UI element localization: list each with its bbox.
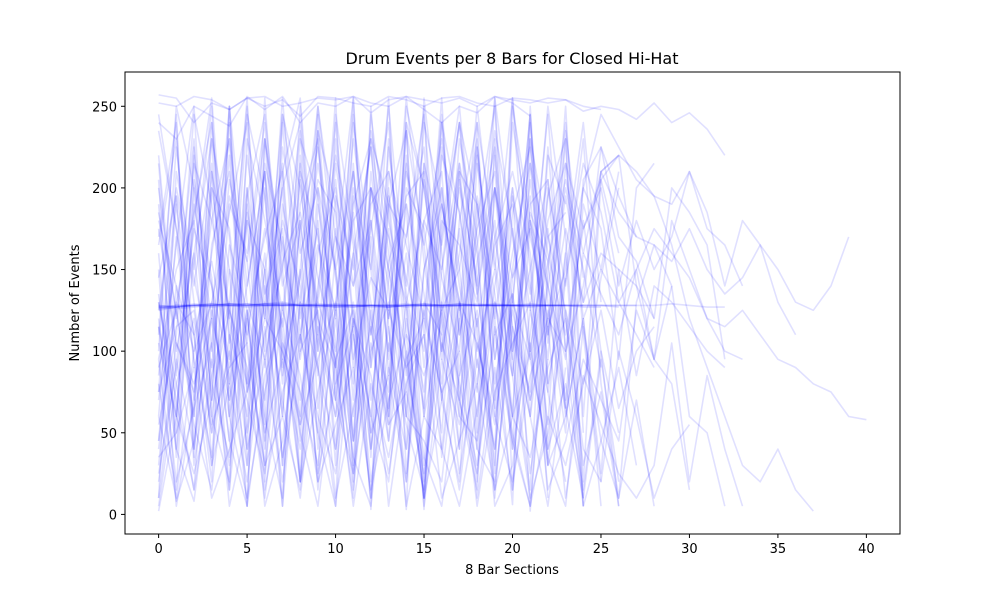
y-tick-label: 250 <box>92 100 117 115</box>
series-line-44 <box>157 130 814 512</box>
series-line-32 <box>157 121 726 475</box>
series-line-56 <box>157 301 655 508</box>
series-line-9 <box>158 95 726 156</box>
series-line-16 <box>157 97 726 507</box>
series-line-22 <box>157 97 602 499</box>
series-layer <box>157 94 867 512</box>
x-tick-label: 20 <box>504 542 521 557</box>
y-tick-label: 200 <box>92 182 117 197</box>
series-line-38 <box>157 105 673 483</box>
series-line-55 <box>157 301 638 508</box>
series-line-7 <box>158 302 584 308</box>
series-line-17 <box>157 97 726 499</box>
series-line-6 <box>158 302 619 308</box>
y-tick-label: 100 <box>92 345 117 360</box>
series-line-28 <box>157 113 797 475</box>
series-line-0 <box>158 302 601 308</box>
y-tick-label: 50 <box>100 427 117 442</box>
series-line-2 <box>158 301 566 310</box>
series-line-13 <box>157 97 602 512</box>
x-tick-label: 35 <box>770 542 787 557</box>
series-line-54 <box>157 301 691 508</box>
series-line-52 <box>157 301 602 507</box>
series-line-40 <box>157 113 744 410</box>
series-line-45 <box>157 285 549 507</box>
y-tick-label: 150 <box>92 264 117 279</box>
series-line-57 <box>157 301 620 508</box>
y-tick-label: 0 <box>109 508 117 523</box>
x-tick-label: 0 <box>154 542 162 557</box>
series-line-31 <box>157 97 567 467</box>
series-line-30 <box>157 130 655 467</box>
series-line-27 <box>157 97 602 491</box>
series-line-11 <box>157 97 549 512</box>
series-line-21 <box>157 97 567 491</box>
x-axis-label: 8 Bar Sections <box>465 563 559 578</box>
chart-title: Drum Events per 8 Bars for Closed Hi-Hat <box>346 49 679 68</box>
x-axis: 0 5 10 15 20 25 30 35 40 <box>154 534 875 557</box>
series-line-53 <box>157 301 691 499</box>
series-line-41 <box>157 105 567 450</box>
series-line-24 <box>157 105 620 499</box>
series-line-48 <box>157 301 655 508</box>
series-line-25 <box>157 105 620 483</box>
series-line-12 <box>157 97 585 508</box>
y-axis-label: Number of Events <box>68 244 83 361</box>
series-line-34 <box>157 146 620 474</box>
series-line-4 <box>158 302 725 310</box>
series-line-29 <box>157 97 655 483</box>
series-line-19 <box>157 105 585 499</box>
series-line-15 <box>157 97 549 511</box>
series-line-14 <box>157 97 585 508</box>
x-tick-label: 40 <box>858 542 875 557</box>
x-tick-label: 15 <box>416 542 433 557</box>
x-tick-label: 25 <box>593 542 610 557</box>
y-axis: 0 50 100 150 200 250 <box>92 100 125 523</box>
series-line-20 <box>157 105 549 499</box>
series-line-3 <box>158 302 548 308</box>
x-tick-label: 30 <box>681 542 698 557</box>
series-line-1 <box>158 302 637 310</box>
series-line-42 <box>157 121 867 442</box>
series-line-23 <box>157 97 567 508</box>
x-tick-label: 5 <box>243 542 251 557</box>
series-line-36 <box>157 113 620 426</box>
series-line-18 <box>157 105 743 499</box>
series-line-8 <box>158 94 602 124</box>
series-line-39 <box>157 113 585 459</box>
series-line-46 <box>157 301 567 508</box>
series-line-10 <box>158 95 531 140</box>
series-line-51 <box>157 301 744 508</box>
series-line-26 <box>157 105 585 450</box>
series-line-37 <box>157 113 638 442</box>
series-line-5 <box>158 302 531 312</box>
series-line-50 <box>157 301 620 508</box>
series-line-33 <box>157 113 655 483</box>
series-line-43 <box>157 113 850 418</box>
x-tick-label: 10 <box>327 542 344 557</box>
series-line-49 <box>157 301 567 508</box>
series-line-35 <box>157 113 620 442</box>
series-line-47 <box>157 301 620 508</box>
